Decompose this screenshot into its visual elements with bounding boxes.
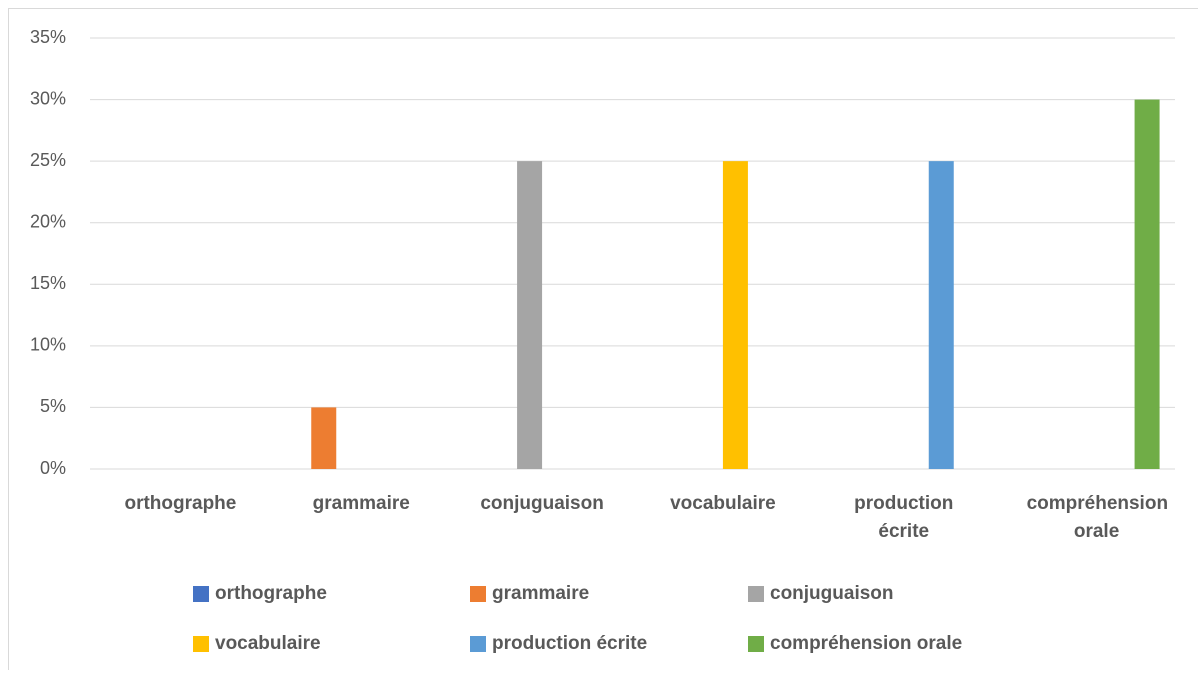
x-tick-label: compréhension orale: [1026, 493, 1169, 542]
bar: [1134, 99, 1160, 470]
x-tick-label: vocabulaire: [670, 493, 776, 514]
legend-swatch: [470, 636, 486, 652]
legend-item: vocabulaire: [193, 633, 321, 655]
chart-frame: [8, 8, 1198, 670]
legend-item: production écrite: [470, 633, 647, 655]
legend-label: vocabulaire: [215, 633, 321, 654]
bar: [722, 161, 748, 469]
x-tick-label: production écrite: [854, 493, 954, 542]
legend-item: orthographe: [193, 583, 327, 605]
bar: [311, 407, 337, 469]
bar: [517, 161, 543, 469]
legend-label: compréhension orale: [770, 633, 963, 654]
y-tick-label: 35%: [30, 27, 66, 47]
y-tick-label: 25%: [30, 150, 66, 170]
y-tick-label: 0%: [40, 458, 66, 478]
legend-label: production écrite: [492, 633, 648, 654]
y-tick-label: 30%: [30, 88, 66, 108]
x-tick-label: orthographe: [124, 493, 237, 514]
y-tick-label: 10%: [30, 335, 66, 355]
legend-swatch: [748, 586, 764, 602]
legend-swatch: [193, 586, 209, 602]
y-tick-label: 20%: [30, 211, 66, 231]
legend-label: grammaire: [492, 583, 590, 604]
bar: [928, 161, 954, 469]
legend-item: grammaire: [470, 583, 589, 605]
legend-label: orthographe: [215, 583, 327, 604]
x-tick-label: conjuguaison: [480, 493, 604, 514]
legend-swatch: [748, 636, 764, 652]
x-tick-label: grammaire: [312, 493, 410, 514]
legend-swatch: [193, 636, 209, 652]
y-tick-label: 15%: [30, 273, 66, 293]
legend-label: conjuguaison: [770, 583, 894, 604]
legend-swatch: [470, 586, 486, 602]
legend-item: conjuguaison: [748, 583, 894, 605]
legend-item: compréhension orale: [748, 633, 962, 655]
y-tick-label: 5%: [40, 396, 66, 416]
